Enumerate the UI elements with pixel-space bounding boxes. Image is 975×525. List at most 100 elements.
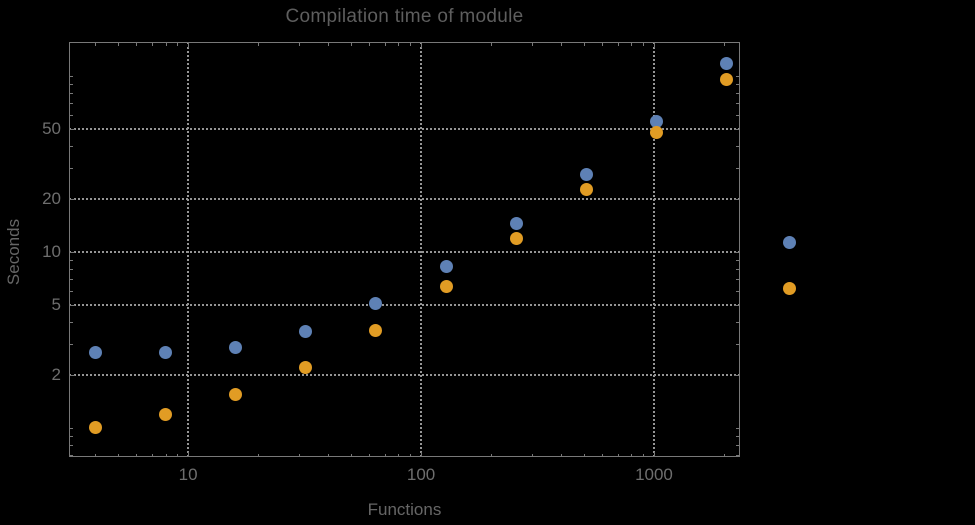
x-tick	[583, 454, 585, 457]
y-tick-label: 50	[42, 118, 61, 138]
x-tick	[532, 43, 534, 46]
data-point-series-2	[439, 279, 453, 293]
data-point-series-1	[229, 341, 243, 355]
x-tick	[724, 43, 726, 46]
y-tick	[70, 304, 75, 306]
data-point-series-2	[649, 125, 663, 139]
x-tick	[95, 43, 97, 46]
x-tick	[136, 43, 138, 46]
y-axis-label: Seconds	[4, 218, 23, 286]
x-tick	[165, 43, 167, 46]
y-tick	[70, 279, 73, 281]
y-tick	[736, 93, 739, 95]
y-tick	[734, 304, 739, 306]
y-tick-label: 2	[51, 364, 61, 384]
y-tick	[70, 146, 73, 148]
y-tick	[736, 445, 739, 447]
y-tick	[70, 168, 73, 169]
data-point-series-2	[579, 183, 593, 197]
x-tick	[617, 454, 619, 457]
y-tick-label: 10	[42, 241, 61, 261]
x-gridline	[187, 42, 190, 457]
x-tick	[328, 43, 330, 46]
y-tick	[736, 279, 739, 281]
x-tick-label: 1000	[635, 465, 673, 484]
y-tick	[736, 115, 739, 117]
x-tick	[118, 454, 119, 457]
x-tick	[410, 43, 412, 46]
data-point-series-1	[369, 296, 383, 310]
x-tick	[398, 454, 400, 457]
y-tick	[70, 260, 73, 262]
legend-marker-series-1	[782, 235, 796, 249]
y-tick-label: 20	[42, 189, 61, 208]
y-tick	[70, 103, 73, 105]
y-tick	[70, 436, 73, 438]
data-point-series-1	[579, 167, 593, 181]
x-tick	[384, 43, 386, 46]
x-tick	[188, 452, 190, 457]
data-point-series-2	[88, 421, 102, 435]
y-tick	[736, 427, 739, 429]
x-tick-label: 100	[406, 465, 436, 484]
y-tick	[70, 199, 75, 200]
data-point-series-1	[159, 345, 173, 359]
x-tick	[152, 43, 154, 46]
y-tick	[70, 93, 73, 95]
x-gridline	[652, 42, 655, 457]
data-point-series-2	[299, 361, 313, 375]
y-tick	[736, 103, 739, 105]
data-point-series-1	[509, 217, 523, 231]
x-tick	[561, 454, 563, 457]
data-point-series-1	[439, 259, 453, 273]
y-tick	[734, 251, 739, 253]
y-tick	[70, 291, 73, 293]
x-tick	[410, 454, 412, 457]
x-tick	[643, 454, 645, 457]
chart-title: Compilation time of module	[285, 6, 524, 27]
x-tick	[653, 43, 655, 48]
x-tick	[369, 454, 371, 457]
y-tick	[70, 115, 73, 117]
y-gridline	[69, 303, 740, 306]
y-gridline	[69, 127, 740, 130]
y-tick	[736, 146, 739, 148]
x-tick	[350, 454, 352, 457]
x-tick	[177, 454, 179, 457]
y-tick	[70, 75, 73, 77]
y-tick	[736, 291, 739, 293]
y-gridline	[69, 373, 740, 376]
x-tick	[631, 43, 633, 46]
y-tick	[734, 374, 739, 376]
x-tick-label: 10	[178, 465, 198, 484]
y-tick-label: 5	[51, 294, 61, 314]
x-tick	[95, 454, 97, 457]
x-tick	[188, 43, 190, 48]
y-tick	[736, 269, 739, 271]
y-tick	[70, 128, 75, 130]
y-tick	[736, 260, 739, 262]
legend-marker-series-2	[782, 281, 796, 295]
y-tick	[736, 455, 739, 457]
x-tick	[177, 43, 179, 46]
y-gridline	[69, 250, 740, 253]
y-tick	[70, 269, 73, 271]
x-tick	[328, 454, 330, 457]
x-tick	[532, 454, 534, 457]
y-tick	[70, 445, 73, 447]
data-point-series-2	[159, 407, 173, 421]
x-tick	[299, 43, 301, 46]
y-tick	[70, 427, 73, 429]
x-tick	[299, 454, 301, 457]
x-tick	[369, 43, 371, 46]
data-point-series-2	[229, 387, 243, 401]
y-tick	[736, 436, 739, 438]
y-tick	[70, 374, 75, 376]
data-point-series-2	[369, 323, 383, 337]
x-tick	[421, 452, 423, 457]
data-point-series-1	[649, 115, 663, 129]
x-tick	[617, 43, 619, 46]
x-axis-label: Functions	[367, 500, 442, 519]
x-tick	[724, 454, 726, 457]
x-tick	[398, 43, 400, 46]
